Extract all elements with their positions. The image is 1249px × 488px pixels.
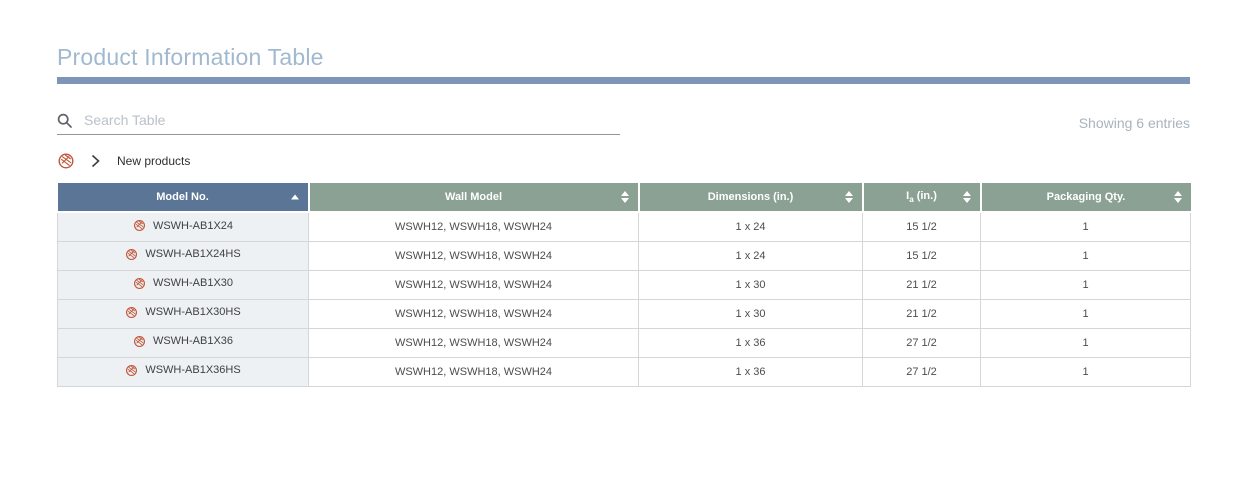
new-product-badge-icon <box>133 277 145 289</box>
breadcrumb-item-new-products[interactable]: New products <box>117 154 191 169</box>
new-product-badge-icon <box>126 364 138 376</box>
dimensions-cell: 1 x 30 <box>638 298 863 329</box>
product-table: Model No. Wall Model Dimensions (in.) Ia… <box>57 183 1191 387</box>
model-no-cell: WSWH-AB1X24HS <box>57 240 309 271</box>
sort-unsorted-icon <box>962 191 971 204</box>
entries-count: Showing 6 entries <box>1078 115 1190 132</box>
ia-cell: 21 1/2 <box>862 269 981 300</box>
packaging-qty-cell: 1 <box>980 327 1191 358</box>
wall-model-cell: WSWH12, WSWH18, WSWH24 <box>308 298 639 329</box>
dimensions-cell: 1 x 24 <box>638 240 863 271</box>
column-header-wall-model[interactable]: Wall Model <box>307 183 639 214</box>
column-label: Ia (in.) <box>906 190 937 205</box>
column-label: Packaging Qty. <box>1046 191 1126 204</box>
new-product-badge-icon <box>57 152 75 170</box>
packaging-qty-cell: 1 <box>980 356 1191 387</box>
wall-model-cell: WSWH12, WSWH18, WSWH24 <box>308 211 639 242</box>
search-input[interactable] <box>84 112 620 129</box>
ia-cell: 21 1/2 <box>862 298 981 329</box>
table-row: WSWH-AB1X36HS WSWH12, WSWH18, WSWH24 1 x… <box>57 356 1191 387</box>
model-no-text: WSWH-AB1X24HS <box>145 248 241 261</box>
model-no-cell: WSWH-AB1X30 <box>57 269 309 300</box>
ia-cell: 27 1/2 <box>862 327 981 358</box>
model-no-text: WSWH-AB1X24 <box>152 219 234 232</box>
column-label: Dimensions (in.) <box>707 191 794 204</box>
table-row: WSWH-AB1X36 WSWH12, WSWH18, WSWH24 1 x 3… <box>57 327 1191 358</box>
sort-ascending-icon <box>290 194 299 200</box>
new-product-badge-icon <box>133 335 145 347</box>
model-no-text: WSWH-AB1X36 <box>152 335 234 348</box>
wall-model-cell: WSWH12, WSWH18, WSWH24 <box>308 269 639 300</box>
search-icon <box>57 113 72 128</box>
table-header: Model No. Wall Model Dimensions (in.) Ia… <box>57 183 1191 214</box>
packaging-qty-cell: 1 <box>980 211 1191 242</box>
packaging-qty-cell: 1 <box>980 240 1191 271</box>
dimensions-cell: 1 x 24 <box>638 211 863 242</box>
model-no-cell: WSWH-AB1X24 <box>57 211 309 242</box>
dimensions-cell: 1 x 36 <box>638 356 863 387</box>
new-product-badge-icon <box>126 306 138 318</box>
model-no-cell: WSWH-AB1X30HS <box>57 298 309 329</box>
column-header-dimensions[interactable]: Dimensions (in.) <box>637 183 863 214</box>
table-row: WSWH-AB1X30HS WSWH12, WSWH18, WSWH24 1 x… <box>57 298 1191 329</box>
ia-cell: 15 1/2 <box>862 240 981 271</box>
column-header-model-no[interactable]: Model No. <box>57 183 309 214</box>
sort-unsorted-icon <box>1173 191 1182 204</box>
toolbar: Showing 6 entries <box>57 112 1190 136</box>
dimensions-cell: 1 x 36 <box>638 327 863 358</box>
ia-cell: 15 1/2 <box>862 211 981 242</box>
chevron-right-icon <box>91 154 100 168</box>
ia-cell: 27 1/2 <box>862 356 981 387</box>
wall-model-cell: WSWH12, WSWH18, WSWH24 <box>308 356 639 387</box>
new-product-badge-icon <box>126 248 138 260</box>
page-title: Product Information Table <box>57 44 324 70</box>
header-row: Model No. Wall Model Dimensions (in.) Ia… <box>57 183 1191 214</box>
breadcrumb: New products <box>57 152 1190 170</box>
column-label: Model No. <box>156 191 209 204</box>
wall-model-cell: WSWH12, WSWH18, WSWH24 <box>308 327 639 358</box>
sort-unsorted-icon <box>844 191 853 204</box>
packaging-qty-cell: 1 <box>980 298 1191 329</box>
model-no-cell: WSWH-AB1X36HS <box>57 356 309 387</box>
table-row: WSWH-AB1X30 WSWH12, WSWH18, WSWH24 1 x 3… <box>57 269 1191 300</box>
column-label: Wall Model <box>444 191 503 204</box>
model-no-text: WSWH-AB1X30HS <box>145 306 241 319</box>
table-row: WSWH-AB1X24 WSWH12, WSWH18, WSWH24 1 x 2… <box>57 211 1191 242</box>
model-no-text: WSWH-AB1X36HS <box>145 364 241 377</box>
model-no-text: WSWH-AB1X30 <box>152 277 234 290</box>
column-header-packaging-qty[interactable]: Packaging Qty. <box>979 183 1191 214</box>
table-body: WSWH-AB1X24 WSWH12, WSWH18, WSWH24 1 x 2… <box>57 211 1191 387</box>
title-divider <box>57 77 1190 85</box>
sort-unsorted-icon <box>620 191 629 204</box>
model-no-cell: WSWH-AB1X36 <box>57 327 309 358</box>
wall-model-cell: WSWH12, WSWH18, WSWH24 <box>308 240 639 271</box>
search-box <box>57 112 620 136</box>
new-product-badge-icon <box>133 220 145 232</box>
packaging-qty-cell: 1 <box>980 269 1191 300</box>
dimensions-cell: 1 x 30 <box>638 269 863 300</box>
table-row: WSWH-AB1X24HS WSWH12, WSWH18, WSWH24 1 x… <box>57 240 1191 271</box>
column-header-ia[interactable]: Ia (in.) <box>861 183 981 214</box>
